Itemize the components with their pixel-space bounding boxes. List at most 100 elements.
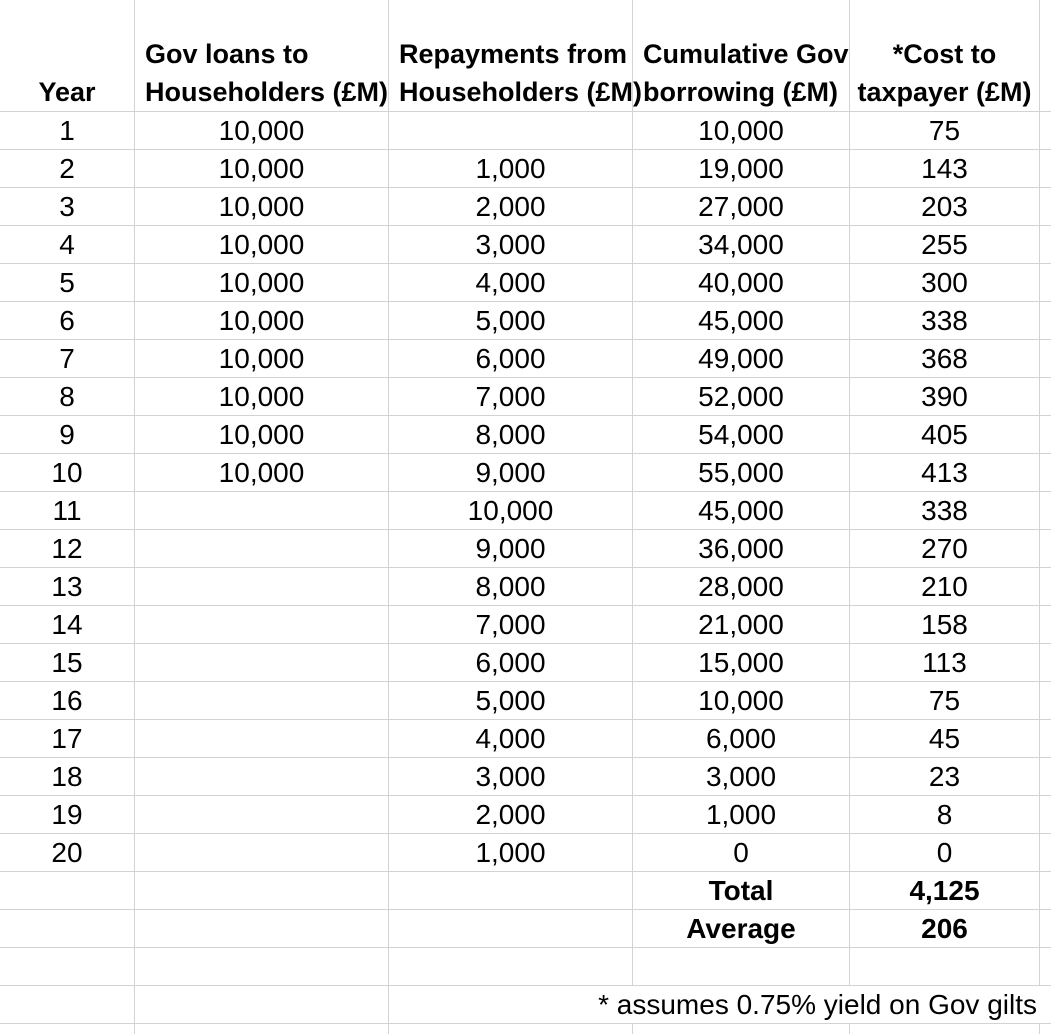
cell-repayments[interactable]: 5,000 (389, 302, 633, 339)
cell-gov-loans[interactable]: 10,000 (135, 378, 389, 415)
cell-gov-loans[interactable] (135, 796, 389, 833)
cell-empty[interactable] (0, 910, 135, 947)
cell-gov-loans[interactable]: 10,000 (135, 150, 389, 187)
cell-repayments[interactable]: 7,000 (389, 606, 633, 643)
cell-gov-loans[interactable]: 10,000 (135, 454, 389, 491)
cell-empty[interactable] (850, 948, 1040, 985)
cell-repayments[interactable]: 3,000 (389, 226, 633, 263)
cell-cost-to-taxpayer[interactable]: 75 (850, 682, 1040, 719)
cell-year[interactable]: 5 (0, 264, 135, 301)
cell-year[interactable]: 2 (0, 150, 135, 187)
cell-repayments[interactable]: 1,000 (389, 150, 633, 187)
cell-year[interactable]: 6 (0, 302, 135, 339)
cell-gov-loans[interactable]: 10,000 (135, 340, 389, 377)
cell-cost-to-taxpayer[interactable]: 23 (850, 758, 1040, 795)
cell-cumulative-borrowing[interactable]: 19,000 (633, 150, 850, 187)
cell-gov-loans[interactable]: 10,000 (135, 188, 389, 225)
cell-year[interactable]: 18 (0, 758, 135, 795)
header-gov-loans[interactable]: Gov loans to Householders (£M) (135, 0, 389, 111)
cell-cost-to-taxpayer[interactable]: 45 (850, 720, 1040, 757)
cell-repayments[interactable]: 2,000 (389, 188, 633, 225)
cell-cost-to-taxpayer[interactable]: 338 (850, 492, 1040, 529)
cell-gov-loans[interactable] (135, 606, 389, 643)
cell-cumulative-borrowing[interactable]: 15,000 (633, 644, 850, 681)
cell-cost-to-taxpayer[interactable]: 203 (850, 188, 1040, 225)
cell-cost-to-taxpayer[interactable]: 390 (850, 378, 1040, 415)
cell-cumulative-borrowing[interactable]: 49,000 (633, 340, 850, 377)
cell-empty[interactable] (389, 948, 633, 985)
cell-gov-loans[interactable] (135, 492, 389, 529)
cell-empty[interactable] (389, 872, 633, 909)
header-cumulative-borrowing[interactable]: Cumulative Gov borrowing (£M) (633, 0, 850, 111)
cell-empty[interactable] (389, 910, 633, 947)
cell-cost-to-taxpayer[interactable]: 158 (850, 606, 1040, 643)
cell-repayments[interactable]: 2,000 (389, 796, 633, 833)
cell-repayments[interactable]: 9,000 (389, 454, 633, 491)
cell-year[interactable]: 4 (0, 226, 135, 263)
cell-year[interactable]: 7 (0, 340, 135, 377)
cell-cumulative-borrowing[interactable]: 6,000 (633, 720, 850, 757)
cell-cost-to-taxpayer[interactable]: 270 (850, 530, 1040, 567)
header-year[interactable]: Year (0, 0, 135, 111)
cell-year[interactable]: 11 (0, 492, 135, 529)
cell-year[interactable]: 14 (0, 606, 135, 643)
cell-cost-to-taxpayer[interactable]: 338 (850, 302, 1040, 339)
cell-gov-loans[interactable] (135, 720, 389, 757)
cell-gov-loans[interactable]: 10,000 (135, 302, 389, 339)
cell-year[interactable]: 3 (0, 188, 135, 225)
cell-empty[interactable] (633, 948, 850, 985)
cell-repayments[interactable]: 1,000 (389, 834, 633, 871)
cell-gov-loans[interactable] (135, 834, 389, 871)
cell-repayments[interactable]: 5,000 (389, 682, 633, 719)
cell-year[interactable]: 12 (0, 530, 135, 567)
cell-empty[interactable] (0, 948, 135, 985)
cell-repayments[interactable]: 4,000 (389, 720, 633, 757)
cell-gov-loans[interactable] (135, 530, 389, 567)
cell-cumulative-borrowing[interactable]: 3,000 (633, 758, 850, 795)
cell-year[interactable]: 1 (0, 112, 135, 149)
cell-cumulative-borrowing[interactable]: 54,000 (633, 416, 850, 453)
average-value[interactable]: 206 (850, 910, 1040, 947)
cell-cumulative-borrowing[interactable]: 34,000 (633, 226, 850, 263)
cell-repayments[interactable]: 7,000 (389, 378, 633, 415)
cell-gov-loans[interactable]: 10,000 (135, 416, 389, 453)
cell-gov-loans[interactable] (135, 682, 389, 719)
cell-gov-loans[interactable]: 10,000 (135, 112, 389, 149)
cell-cost-to-taxpayer[interactable]: 413 (850, 454, 1040, 491)
cell-year[interactable]: 8 (0, 378, 135, 415)
cell-gov-loans[interactable]: 10,000 (135, 226, 389, 263)
cell-empty[interactable] (135, 872, 389, 909)
cell-cost-to-taxpayer[interactable]: 113 (850, 644, 1040, 681)
cell-repayments[interactable]: 8,000 (389, 568, 633, 605)
cell-cumulative-borrowing[interactable]: 40,000 (633, 264, 850, 301)
header-repayments[interactable]: Repayments from Householders (£M) (389, 0, 642, 111)
cell-cumulative-borrowing[interactable]: 10,000 (633, 112, 850, 149)
cell-cost-to-taxpayer[interactable]: 0 (850, 834, 1040, 871)
cell-empty[interactable] (0, 986, 135, 1023)
cell-repayments[interactable]: 10,000 (389, 492, 633, 529)
cell-cumulative-borrowing[interactable]: 10,000 (633, 682, 850, 719)
cell-cumulative-borrowing[interactable]: 52,000 (633, 378, 850, 415)
cell-repayments[interactable] (389, 112, 633, 149)
cell-cumulative-borrowing[interactable]: 45,000 (633, 492, 850, 529)
header-cost-to-taxpayer[interactable]: *Cost to taxpayer (£M) (850, 0, 1040, 111)
cell-cumulative-borrowing[interactable]: 1,000 (633, 796, 850, 833)
total-label[interactable]: Total (633, 872, 850, 909)
cell-cumulative-borrowing[interactable]: 0 (633, 834, 850, 871)
cell-cumulative-borrowing[interactable]: 21,000 (633, 606, 850, 643)
cell-cost-to-taxpayer[interactable]: 255 (850, 226, 1040, 263)
cell-gov-loans[interactable] (135, 568, 389, 605)
cell-year[interactable]: 13 (0, 568, 135, 605)
cell-empty[interactable] (135, 910, 389, 947)
footnote-text[interactable]: * assumes 0.75% yield on Gov gilts (598, 989, 1037, 1020)
cell-repayments[interactable]: 6,000 (389, 340, 633, 377)
cell-cost-to-taxpayer[interactable]: 210 (850, 568, 1040, 605)
cell-cost-to-taxpayer[interactable]: 300 (850, 264, 1040, 301)
cell-year[interactable]: 15 (0, 644, 135, 681)
cell-cost-to-taxpayer[interactable]: 75 (850, 112, 1040, 149)
cell-gov-loans[interactable] (135, 758, 389, 795)
cell-year[interactable]: 17 (0, 720, 135, 757)
cell-empty[interactable] (0, 872, 135, 909)
cell-repayments[interactable]: 4,000 (389, 264, 633, 301)
cell-cumulative-borrowing[interactable]: 28,000 (633, 568, 850, 605)
